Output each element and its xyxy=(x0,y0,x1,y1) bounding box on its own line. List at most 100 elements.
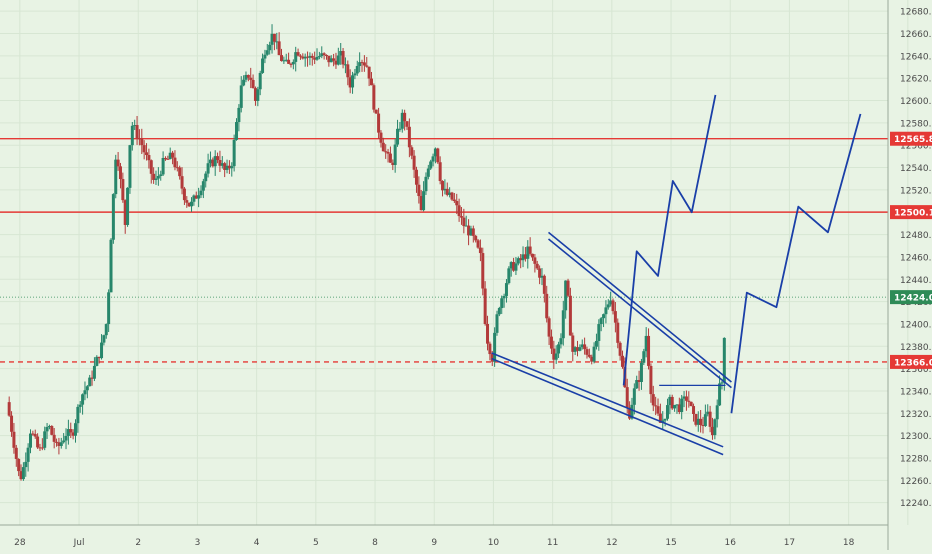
candle-body xyxy=(140,138,144,146)
candle-body xyxy=(414,169,418,185)
candle-body xyxy=(104,324,108,336)
candle-body xyxy=(346,64,350,78)
candle-body xyxy=(52,434,56,442)
time-tick-label: 15 xyxy=(665,538,676,548)
candle-body xyxy=(647,335,651,366)
candle-body xyxy=(118,166,122,180)
candle-body xyxy=(289,63,293,65)
candle-body xyxy=(637,380,641,382)
candle-body xyxy=(590,356,594,362)
candle-body xyxy=(481,253,485,289)
candle-body xyxy=(526,246,530,259)
candle-body xyxy=(57,442,61,446)
candle-body xyxy=(682,396,686,399)
candle-body xyxy=(280,55,284,61)
candle-body xyxy=(538,268,542,278)
candle-body xyxy=(616,322,620,343)
candle-body xyxy=(194,195,198,199)
candle-body xyxy=(33,434,37,437)
candle-body xyxy=(521,254,525,261)
level-badge xyxy=(890,354,932,369)
candle-body xyxy=(422,191,426,211)
candle-body xyxy=(372,85,376,110)
candle-body xyxy=(268,44,272,51)
candle-body xyxy=(490,354,494,362)
candle-body xyxy=(14,447,18,459)
channel-upper-parallel-line xyxy=(547,238,732,389)
candle-body xyxy=(227,165,231,169)
price-tick-label: 12600.0 xyxy=(900,97,932,107)
candle-body xyxy=(38,447,42,449)
candle-body xyxy=(419,196,423,211)
candle-body xyxy=(488,343,492,355)
candle-body xyxy=(628,407,632,419)
candle-body xyxy=(310,55,314,58)
price-tick-label: 12280.0 xyxy=(900,454,932,464)
time-tick-label: 28 xyxy=(14,538,26,548)
candle-body xyxy=(282,60,286,62)
candle-body xyxy=(336,55,340,65)
candle-body xyxy=(710,426,714,436)
candle-body xyxy=(320,53,324,57)
channel-upper-line xyxy=(547,231,732,383)
candle-body xyxy=(92,365,96,379)
candle-body xyxy=(277,41,281,56)
candle-body xyxy=(675,404,679,406)
candle-body xyxy=(142,145,146,153)
candle-body xyxy=(665,405,669,419)
candle-body xyxy=(26,447,30,462)
candle-body xyxy=(396,128,400,145)
candle-body xyxy=(111,194,115,240)
candle-body xyxy=(495,314,499,333)
candle-body xyxy=(580,344,584,348)
candle-body xyxy=(182,188,186,201)
candle-body xyxy=(552,348,556,360)
candle-body xyxy=(566,280,570,296)
level-badge xyxy=(890,131,932,146)
candle-body xyxy=(715,405,719,420)
candle-body xyxy=(154,178,158,180)
candle-body xyxy=(720,382,724,384)
candle-body xyxy=(403,112,407,122)
candle-body xyxy=(256,89,260,101)
price-axis[interactable]: 12240.0 12260.0 12280.0 12300.0 12320.0 12340… xyxy=(887,0,932,550)
price-tick-label: 12640.0 xyxy=(900,52,932,62)
candle-body xyxy=(557,344,561,354)
candle-body xyxy=(452,199,456,202)
price-tick-label: 12400.0 xyxy=(900,320,932,330)
candle-body xyxy=(133,125,137,127)
time-tick-label: 12 xyxy=(606,538,617,548)
candle-body xyxy=(388,153,392,163)
candle-body xyxy=(187,202,191,207)
candle-body xyxy=(469,228,473,236)
candle-body xyxy=(81,394,85,405)
candle-body xyxy=(223,163,227,170)
candle-body xyxy=(632,388,636,405)
candle-body xyxy=(519,258,523,261)
candle-body xyxy=(232,139,236,167)
candle-body xyxy=(613,311,617,323)
candle-body xyxy=(121,179,125,201)
candle-body xyxy=(73,423,77,436)
trend-drawings[interactable] xyxy=(491,94,862,456)
price-tick-label: 12260.0 xyxy=(900,477,932,487)
candle-body xyxy=(197,195,201,199)
candle-body xyxy=(512,262,516,271)
candle-body xyxy=(708,411,712,427)
candle-body xyxy=(175,167,179,169)
candle-body xyxy=(493,332,497,362)
candle-body xyxy=(365,65,369,67)
candle-body xyxy=(535,263,539,269)
price-tick-label: 12460.0 xyxy=(900,253,932,263)
candle-body xyxy=(114,159,118,195)
candle-body xyxy=(109,239,113,293)
candle-body xyxy=(36,436,40,448)
candle-body xyxy=(474,235,478,241)
candle-body xyxy=(55,441,59,443)
candle-body xyxy=(559,338,563,345)
time-axis[interactable]: 28 Jul 2 3 4 5 8 9 10 11 12 15 16 17 18 xyxy=(0,524,888,548)
price-tick-label: 12540.0 xyxy=(900,164,932,174)
candle-body xyxy=(239,85,243,108)
